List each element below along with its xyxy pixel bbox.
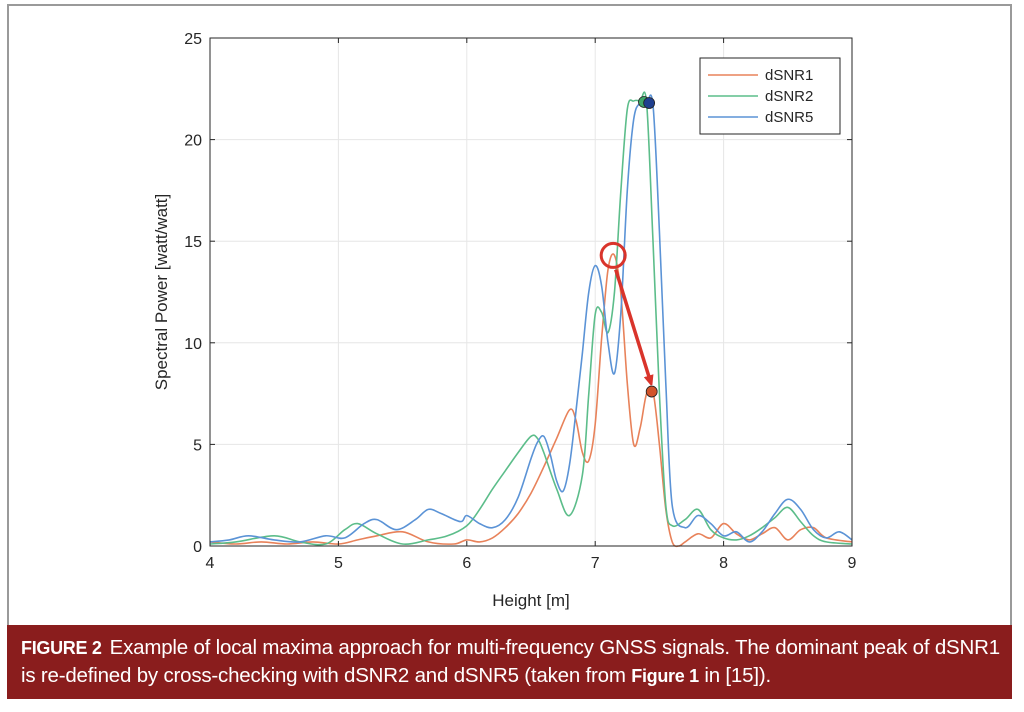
plot-area-border — [209, 37, 853, 547]
x-tick-label: 7 — [591, 555, 600, 572]
highlight-ring — [599, 241, 627, 269]
y-tick-label: 15 — [184, 234, 202, 251]
y-tick-label: 10 — [184, 336, 202, 353]
legend-label-dsnr5: dSNR5 — [765, 109, 813, 126]
x-tick-label: 4 — [206, 555, 215, 572]
y-tick-label: 0 — [193, 539, 202, 556]
redefinition-arrow — [614, 269, 651, 382]
spectral-power-chart: 4 5 6 7 8 9 0 5 10 15 20 25 Height [m] Spectral Pow… — [152, 31, 857, 610]
tick-layer: 4 5 6 7 8 9 0 5 10 15 20 25 — [184, 31, 856, 572]
peak-marker-dsnr1 — [645, 385, 658, 398]
y-axis-title: Spectral Power [watt/watt] — [152, 194, 171, 391]
y-tick-label: 25 — [184, 31, 202, 48]
annotation-layer — [599, 96, 658, 398]
caption-figure-label: FIGURE 2 — [21, 638, 102, 658]
caption-text: Example of local maxima approach for mul… — [21, 636, 1000, 687]
series-layer — [209, 91, 853, 548]
series-line-dsnr5 — [209, 94, 853, 543]
x-tick-label: 8 — [719, 555, 728, 572]
caption-text-end: in [15]). — [698, 664, 771, 687]
legend-label-dsnr1: dSNR1 — [765, 67, 813, 84]
y-tick-label: 20 — [184, 133, 202, 150]
x-tick-label: 6 — [462, 555, 471, 572]
peak-marker-dsnr5 — [643, 97, 656, 109]
x-axis-title: Height [m] — [492, 591, 569, 610]
x-tick-label: 9 — [848, 555, 857, 572]
legend: dSNR1 dSNR2 dSNR5 — [699, 57, 841, 135]
x-tick-label: 5 — [334, 555, 343, 572]
legend-label-dsnr2: dSNR2 — [765, 88, 813, 105]
y-tick-label: 5 — [193, 437, 202, 454]
caption-figure-reference: Figure 1 — [631, 666, 699, 686]
figure-caption: FIGURE 2 Example of local maxima approach… — [7, 625, 1012, 699]
